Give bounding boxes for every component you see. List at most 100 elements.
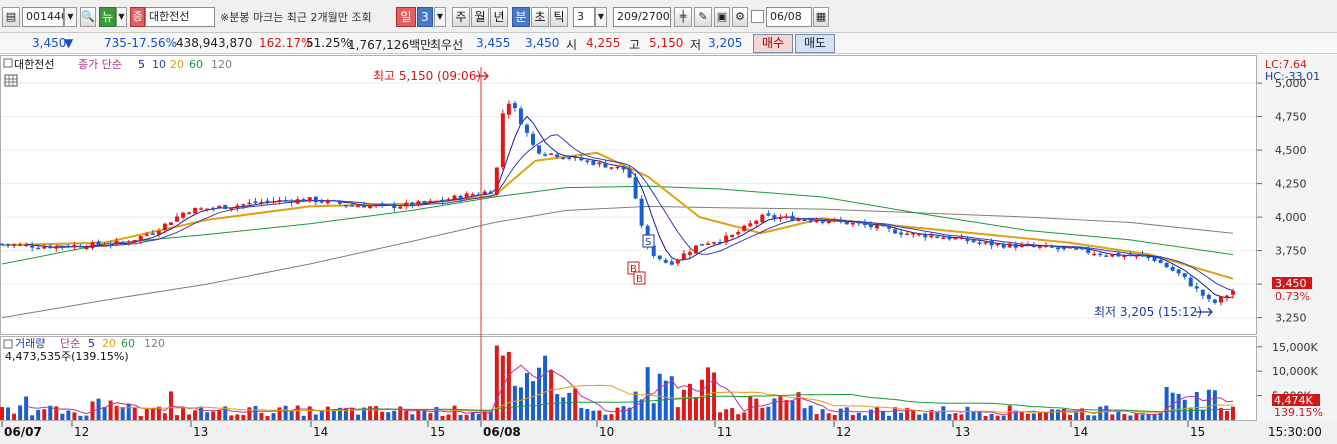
volume-bar (1164, 386, 1169, 420)
vol-ma-period-60: 60 (121, 337, 135, 350)
period-minute-button[interactable]: 분 (512, 7, 530, 27)
current-price-badge-value: 3,450 (1275, 277, 1307, 290)
x-axis-area (0, 421, 1337, 444)
volume-bar (464, 414, 469, 420)
candle-body (404, 202, 409, 207)
volume-bar (1218, 408, 1223, 420)
volume-bar (1134, 413, 1139, 420)
candle-body (639, 198, 644, 226)
volume-bar (494, 345, 499, 420)
candle-body (1122, 255, 1127, 258)
period-count-field[interactable]: 3 (417, 7, 433, 27)
price-tick-label: 4,250 (1275, 178, 1307, 191)
candle-body (1146, 256, 1151, 259)
date-field[interactable]: 06/08 (766, 7, 812, 27)
volume-bar (917, 414, 922, 420)
chart-canvas[interactable]: 대한전선 종가 단순 5 10 20 60 120 최고 5,150 (09:0… (0, 55, 1337, 444)
settings-gear-icon[interactable]: ⚙ (732, 7, 748, 27)
volume-bar (42, 409, 47, 420)
volume-bar (1037, 411, 1042, 420)
candle-body (1176, 269, 1181, 274)
price-tick-label: 4,000 (1275, 211, 1307, 224)
candle-body (325, 200, 330, 204)
new-toggle[interactable]: 뉴 (99, 7, 116, 27)
candle-body (241, 204, 246, 206)
candle-body (283, 199, 288, 202)
save-icon[interactable]: ▣ (714, 7, 730, 27)
volume-bar (422, 409, 427, 420)
candle-body (615, 166, 620, 169)
candle-body (1188, 277, 1193, 287)
high-marker-label: 최고 5,150 (09:06) (373, 69, 481, 83)
interval-dropdown[interactable]: ▼ (595, 7, 607, 27)
draw-tool-icon[interactable]: ✎ (694, 7, 712, 27)
candle-body (1086, 248, 1091, 253)
sell-signal-label: S (645, 237, 651, 248)
volume-bar (1170, 392, 1175, 420)
top-toolbar: ▤ 001440 ▼ 🔍 뉴 ▼ 증 대한전선 ※분봉 마크는 최근 2개월만 … (0, 0, 1337, 33)
candle-body (265, 200, 270, 203)
candle-body (687, 252, 692, 255)
interval-field[interactable]: 3 (573, 7, 595, 27)
ma10-line (56, 134, 1234, 292)
volume-bar (953, 413, 958, 420)
volume-bar (693, 396, 698, 420)
period-tick-button[interactable]: 틱 (550, 7, 568, 27)
candle-body (772, 215, 777, 219)
data-count-field[interactable]: 209/2700 (613, 7, 671, 27)
volume-bar (0, 406, 4, 420)
candle-body (211, 207, 216, 210)
buy-button[interactable]: 매수 (753, 34, 793, 53)
stock-code-input[interactable]: 001440 (22, 7, 64, 27)
period-year-button[interactable]: 년 (490, 7, 508, 27)
candle-body (458, 195, 463, 199)
volume-bar (621, 406, 626, 420)
candle-body (784, 216, 789, 218)
volume-bar (72, 412, 77, 420)
volume-bar (1043, 412, 1048, 420)
volume-bar (687, 383, 692, 420)
volume-bar (724, 409, 729, 420)
stock-code-dropdown[interactable]: ▼ (64, 7, 77, 27)
date-checkbox[interactable] (751, 10, 764, 23)
sell-button[interactable]: 매도 (795, 34, 835, 53)
volume-bar (760, 407, 765, 420)
price-change: 735 (104, 36, 127, 50)
volume-bar (814, 414, 819, 420)
table-view-icon[interactable] (4, 74, 18, 87)
stock-name-field[interactable]: 대한전선 (145, 7, 215, 27)
volume-bar (368, 406, 373, 420)
candle-body (1092, 253, 1097, 256)
search-icon[interactable]: 🔍 (80, 7, 96, 27)
period-week-button[interactable]: 주 (452, 7, 470, 27)
volume-bar (531, 381, 536, 420)
layout-icon[interactable]: ▤ (2, 7, 20, 27)
volume-bar (627, 407, 632, 420)
candle-body (693, 245, 698, 254)
volume-bar (1025, 413, 1030, 420)
period-second-button[interactable]: 초 (531, 7, 549, 27)
period-count-dropdown[interactable]: ▼ (434, 7, 446, 27)
candle-body (561, 157, 566, 160)
candle-body (1200, 289, 1205, 296)
calendar-icon[interactable]: ▦ (813, 7, 829, 27)
period-month-button[interactable]: 월 (471, 7, 489, 27)
volume-bar (331, 409, 336, 420)
candle-body (168, 222, 173, 225)
new-dropdown[interactable]: ▼ (116, 7, 127, 27)
volume-bar (983, 416, 988, 420)
volume-bar (1224, 411, 1229, 420)
candle-body (524, 124, 529, 133)
volume-bar (518, 387, 523, 420)
volume-bar (271, 413, 276, 420)
period-day-button[interactable]: 일 (396, 7, 416, 27)
buy-signal-mark-2 (633, 271, 646, 285)
candle-body (971, 240, 976, 243)
candle-body (1007, 243, 1012, 248)
chart-panel[interactable]: 대한전선 종가 단순 5 10 20 60 120 최고 5,150 (09:0… (0, 55, 1337, 444)
candle-body (989, 240, 994, 246)
candle-body (1037, 246, 1042, 248)
volume-bar (826, 413, 831, 420)
volume-bar (150, 408, 155, 420)
candle-style-icon[interactable]: ╪ (674, 7, 692, 27)
